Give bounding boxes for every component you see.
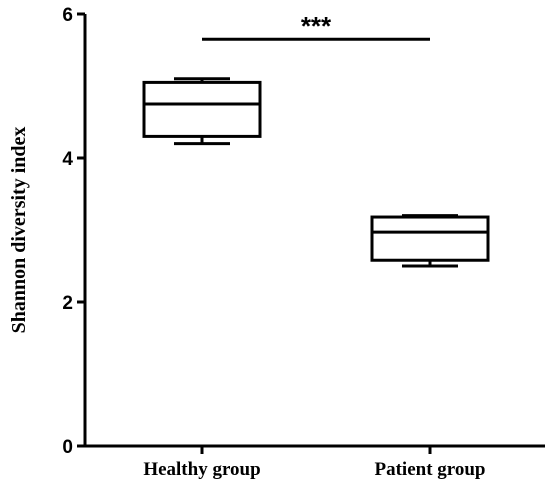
box-patient-group [370, 214, 490, 268]
y-axis: 0 2 4 6 [62, 5, 87, 458]
x-axis: Healthy group Patient group [85, 444, 545, 480]
y-axis-title: Shannon diversity index [8, 127, 30, 334]
boxes [142, 77, 490, 268]
iqr-box [142, 80, 262, 138]
significance-annotation: *** [202, 11, 430, 41]
x-category-label: Patient group [374, 459, 485, 480]
y-tick-label: 2 [62, 293, 73, 314]
y-ticks: 0 2 4 6 [62, 5, 85, 458]
box-healthy-group [142, 77, 262, 146]
x-category-label: Healthy group [143, 459, 260, 480]
y-tick-label: 4 [62, 149, 73, 170]
y-tick-label: 6 [62, 5, 73, 26]
y-tick-label: 0 [62, 437, 73, 458]
x-ticks: Healthy group Patient group [143, 446, 486, 480]
significance-label: *** [301, 11, 332, 41]
iqr-box [370, 215, 490, 262]
